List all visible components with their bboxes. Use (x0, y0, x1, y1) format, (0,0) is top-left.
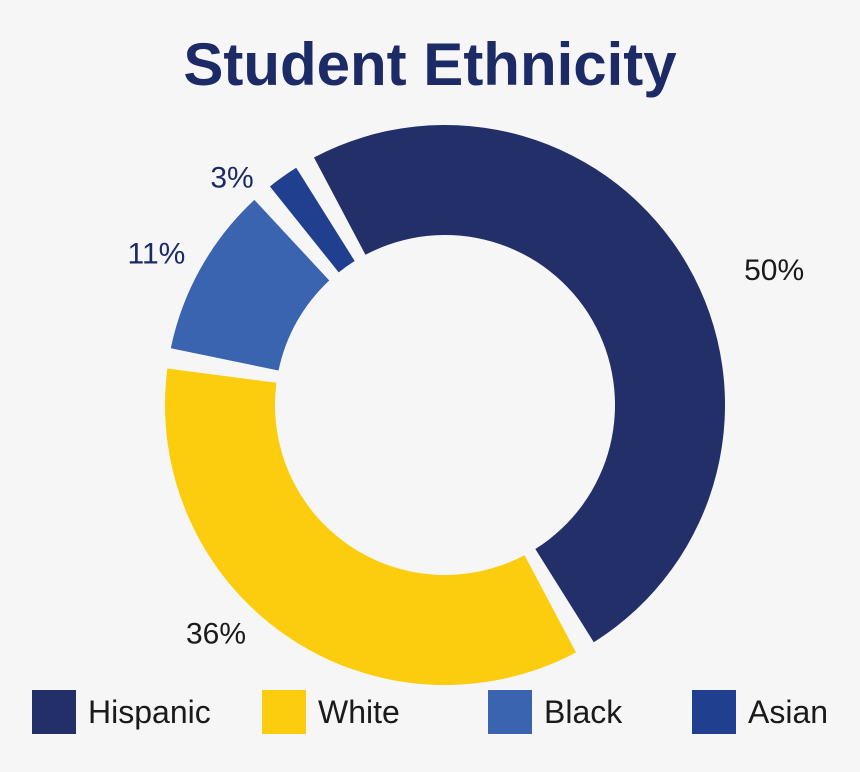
legend-swatch-white (262, 690, 306, 734)
data-label-black: 11% (128, 237, 186, 270)
legend-swatch-black (488, 690, 532, 734)
legend-item-hispanic: Hispanic (32, 688, 211, 736)
chart-title: Student Ethnicity (183, 31, 677, 98)
slice-hispanic (313, 125, 725, 643)
legend-label-hispanic: Hispanic (88, 693, 211, 730)
slice-white (165, 368, 577, 685)
legend-label-asian: Asian (748, 693, 829, 730)
legend-swatch-hispanic (32, 690, 76, 734)
data-label-white: 36% (186, 618, 246, 651)
legend-item-asian: Asian (692, 688, 828, 736)
legend-swatch-asian (692, 690, 736, 734)
legend-item-black: Black (488, 688, 622, 736)
legend-item-white: White (262, 688, 400, 736)
legend-label-black: Black (544, 693, 623, 730)
slice-black (170, 199, 330, 371)
data-label-hispanic: 50% (744, 254, 804, 287)
legend: Hispanic White Black Asian (32, 688, 842, 736)
data-label-asian: 3% (210, 162, 253, 195)
slice-asian (269, 167, 355, 273)
legend-label-white: White (318, 693, 400, 730)
